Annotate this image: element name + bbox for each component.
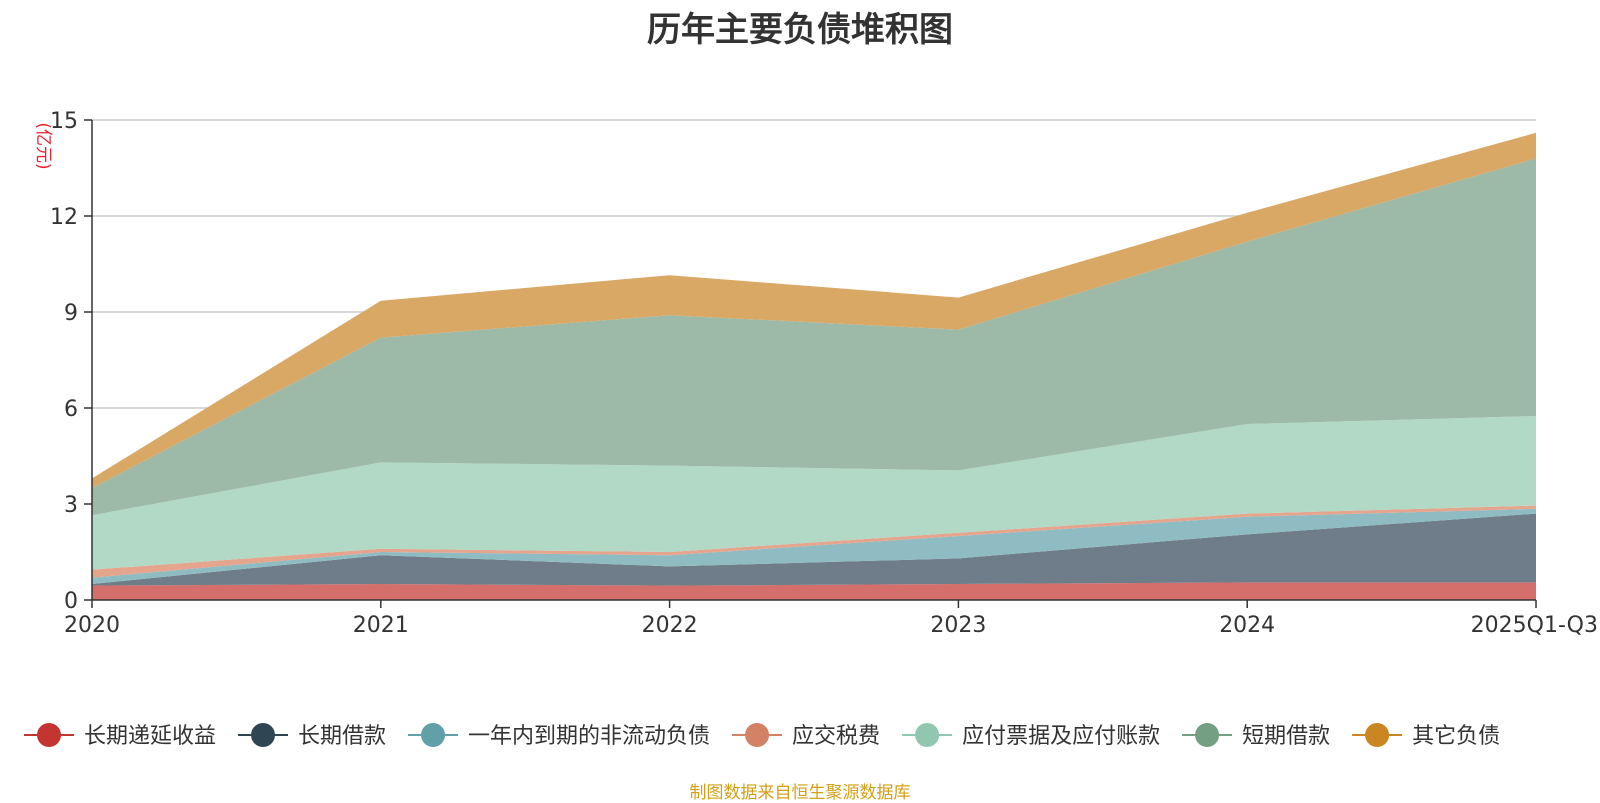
legend-label: 一年内到期的非流动负债 (468, 724, 710, 749)
legend-marker-icon (915, 723, 939, 747)
data-source-note: 制图数据来自恒生聚源数据库 (0, 778, 1600, 803)
x-tick-label: 2022 (642, 613, 698, 638)
x-tick-label: 2025Q1-Q3 (1471, 613, 1598, 638)
legend-marker-icon (1195, 723, 1219, 747)
legend-item-3[interactable]: 一年内到期的非流动负债 (408, 723, 710, 749)
legend-label: 短期借款 (1242, 724, 1330, 749)
legend-label: 应付票据及应付账款 (962, 724, 1160, 749)
legend-label: 长期借款 (298, 724, 386, 749)
legend-item-6[interactable]: 短期借款 (1182, 723, 1330, 749)
y-tick-label: 6 (64, 397, 78, 422)
y-tick-label: 3 (64, 493, 78, 518)
legend-item-2[interactable]: 长期借款 (238, 723, 386, 749)
x-tick-label: 2020 (64, 613, 120, 638)
legend-label: 其它负债 (1412, 724, 1500, 749)
legend-item-4[interactable]: 应交税费 (732, 723, 880, 749)
x-tick-label: 2024 (1219, 613, 1275, 638)
legend-marker-icon (745, 723, 769, 747)
legend-item-5[interactable]: 应付票据及应付账款 (902, 723, 1160, 749)
area-series-1[interactable] (92, 582, 1536, 600)
legend-item-7[interactable]: 其它负债 (1352, 723, 1500, 749)
legend-marker-icon (37, 723, 61, 747)
legend-marker-icon (251, 723, 275, 747)
legend-label: 长期递延收益 (84, 724, 216, 749)
y-unit-label: (亿元) (33, 122, 53, 169)
y-tick-label: 9 (64, 301, 78, 326)
y-tick-label: 0 (64, 589, 78, 614)
x-tick-label: 2023 (930, 613, 986, 638)
legend-marker-icon (1365, 723, 1389, 747)
y-tick-label: 12 (50, 205, 78, 230)
legend-item-1[interactable]: 长期递延收益 (24, 723, 216, 749)
legend-label: 应交税费 (792, 724, 880, 749)
legend-marker-icon (421, 723, 445, 747)
stacked-area-chart: 0 3 6 9 12 15 2020 2021 2022 2023 2024 2025Q1-Q3 (亿元… (0, 0, 1600, 800)
y-tick-label: 15 (50, 109, 78, 134)
area-series (92, 133, 1536, 600)
x-tick-label: 2021 (353, 613, 409, 638)
legend: 长期递延收益 长期借款 一年内到期的非流动负债 应交税费 应付票据及应付账款 短期借款 其它… (24, 723, 1500, 749)
